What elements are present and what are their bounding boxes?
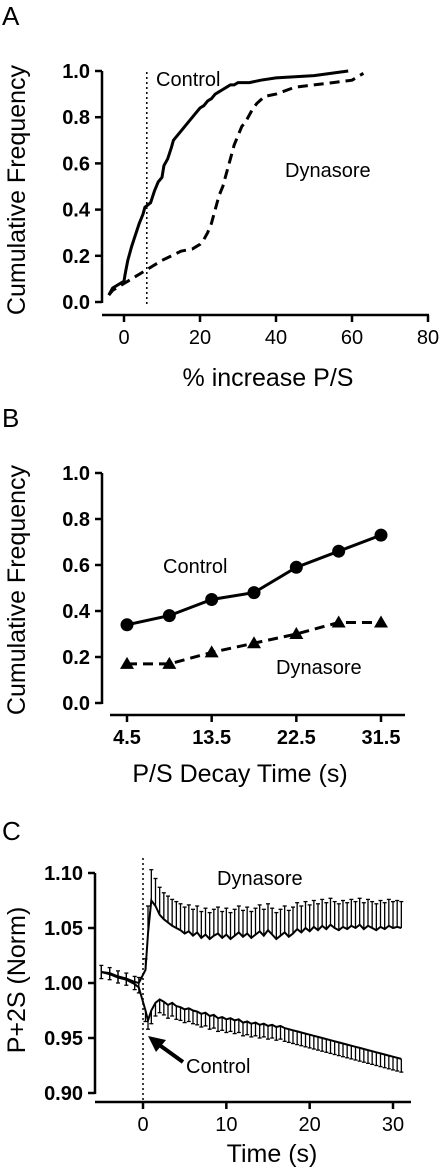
panel-a-letter: A (2, 1, 20, 31)
panel-b-y-tick-label: 1.0 (62, 463, 90, 485)
panel-b-control-point (205, 593, 219, 606)
panel-b-y-axis-label: Cumulative Frequency (3, 464, 31, 715)
panel-c-letter: C (2, 816, 21, 846)
panel-b-y-tick-label: 0.8 (62, 509, 90, 531)
panel-c-x-axis-label: Time (s) (227, 1140, 318, 1168)
panel-b-markers (120, 528, 388, 669)
panel-c-y-tick-label: 1.00 (44, 973, 83, 995)
panel-b-y-tick-label: 0.2 (62, 647, 90, 669)
panel-c-dynasore-line (101, 897, 402, 985)
panel-b-y-tick-label: 0.4 (62, 601, 91, 623)
panel-b-x-tick-label: 22.5 (277, 727, 316, 749)
panel-b-axes: 0.0 0.2 0.4 0.6 0.8 1.0 4.5 13.5 22.5 31.5 (62, 463, 405, 749)
panel-a-y-tick-label: 0.8 (62, 107, 90, 129)
panel-b-dynasore-label: Dynasore (276, 657, 362, 679)
panel-a-x-tick-label: 20 (189, 327, 211, 349)
panel-a-x-tick-label: 0 (118, 327, 129, 349)
panel-c-arrow-icon (148, 1036, 185, 1064)
panel-c-y-axis-label: P+2S (Norm) (3, 907, 31, 1054)
panel-a: A Cumulative Frequency % increase P/S 0.… (2, 1, 439, 392)
panel-a-x-axis-label: % increase P/S (183, 364, 354, 392)
panel-c-y-tick-label: 1.05 (44, 918, 83, 940)
panel-b-control-point (120, 618, 134, 632)
panel-b-control-point (332, 544, 346, 558)
panel-b-dynasore-point (162, 656, 177, 669)
panel-c-y-tick-label: 1.10 (44, 863, 83, 885)
panel-b-x-axis-label: P/S Decay Time (s) (132, 760, 347, 788)
panel-c-control-annotation: Control (186, 1056, 250, 1078)
panel-c-error-bars (99, 869, 404, 1073)
panel-a-y-tick-label: 1.0 (62, 61, 90, 83)
panel-b: B Cumulative Frequency P/S Decay Time (s… (2, 403, 405, 788)
panel-b-dynasore-point (120, 656, 134, 669)
panel-a-y-tick-label: 0.2 (62, 246, 90, 268)
panel-b-control-point (162, 609, 176, 623)
panel-b-dynasore-point (331, 615, 346, 628)
panel-a-y-tick-label: 0.6 (62, 153, 90, 175)
panel-c: C P+2S (Norm) Time (s) 0.90 0.95 1.00 1.05 1… (2, 816, 411, 1168)
panel-a-control-line (107, 69, 349, 296)
panel-a-x-tick-label: 40 (265, 327, 287, 349)
panel-a-y-tick-label: 0.0 (62, 292, 90, 314)
panel-a-y-axis-label: Cumulative Frequency (3, 64, 31, 315)
panel-b-x-tick-label: 4.5 (113, 727, 141, 749)
panel-a-axes: 0.0 0.2 0.4 0.6 0.8 1.0 0 20 40 60 80 (62, 61, 439, 349)
panel-a-dynasore-line (107, 72, 365, 297)
panel-a-x-tick-label: 80 (417, 327, 439, 349)
panel-a-x-tick-label: 60 (341, 327, 363, 349)
panel-c-y-tick-label: 0.90 (44, 1083, 83, 1105)
panel-b-y-tick-label: 0.6 (62, 555, 90, 577)
panel-b-x-tick-label: 31.5 (362, 727, 401, 749)
panel-b-control-point (247, 586, 261, 600)
panel-b-dynasore-point (204, 645, 219, 658)
panel-b-control-label: Control (163, 556, 227, 578)
panel-b-x-tick-label: 13.5 (192, 727, 231, 749)
panel-b-letter: B (2, 403, 19, 433)
panel-a-dynasore-label: Dynasore (285, 160, 371, 182)
panel-b-dynasore-point (289, 627, 304, 639)
panel-b-y-tick-label: 0.0 (62, 693, 90, 715)
panel-c-control-line (101, 971, 402, 1060)
panel-c-x-tick-label: 30 (382, 1114, 404, 1136)
panel-c-dynasore-label: Dynasore (217, 868, 303, 890)
panel-c-x-tick-label: 20 (299, 1114, 321, 1136)
panel-c-y-tick-label: 0.95 (44, 1028, 83, 1050)
panel-c-axes: 0.90 0.95 1.00 1.05 1.10 0 10 20 30 (44, 863, 411, 1136)
panel-a-control-label: Control (156, 69, 220, 91)
panel-c-x-tick-label: 0 (137, 1114, 148, 1136)
panel-b-dynasore-point (247, 636, 261, 649)
panel-b-control-point (289, 560, 303, 574)
panel-a-y-tick-label: 0.4 (62, 200, 91, 222)
panel-c-x-tick-label: 10 (215, 1114, 237, 1136)
panel-b-dynasore-point (374, 615, 388, 628)
panel-b-control-point (374, 528, 388, 542)
